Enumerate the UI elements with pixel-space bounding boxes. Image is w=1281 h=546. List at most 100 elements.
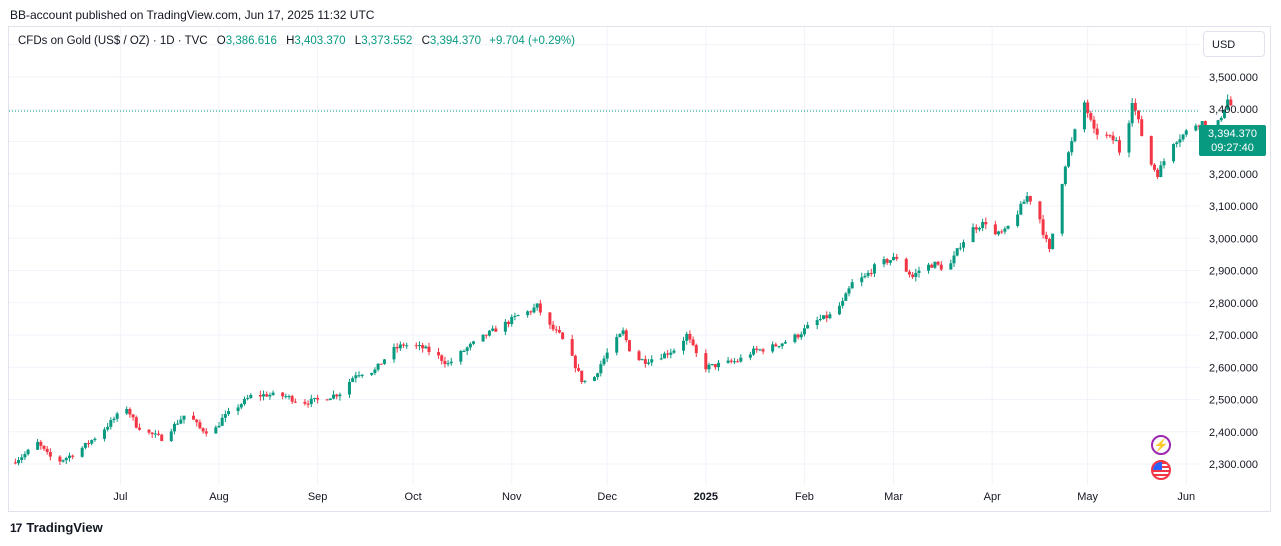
time-tick-label: Mar — [884, 491, 903, 503]
close-value: 3,394.370 — [429, 35, 482, 47]
candle-body — [150, 432, 154, 435]
low-value: 3,373.552 — [361, 35, 413, 47]
candle-body — [242, 398, 246, 405]
time-tick-label: Oct — [405, 491, 422, 503]
candle-body — [392, 346, 396, 360]
candle-body — [462, 351, 466, 353]
candle-body — [303, 401, 307, 404]
candle-body — [911, 274, 915, 277]
symbol-title[interactable]: CFDs on Gold (US$ / OZ) · 1D · TVC — [18, 35, 208, 47]
candle-body — [669, 352, 673, 355]
candle-body — [1044, 234, 1048, 239]
candle-body — [290, 396, 294, 402]
candle-body — [48, 451, 52, 457]
candle-body — [1152, 164, 1156, 170]
price-tick-label: 2,700.000 — [1209, 330, 1258, 342]
candle-body — [125, 409, 129, 414]
candle-body — [204, 431, 208, 434]
candle-body — [516, 315, 520, 317]
time-tick-label: 2025 — [694, 491, 718, 503]
last-price-value: 3,394.370 — [1208, 128, 1257, 140]
candle-body — [551, 324, 555, 330]
close-label: C — [421, 35, 430, 47]
time-tick-label: Jun — [1177, 491, 1195, 503]
candle-body — [748, 354, 752, 358]
candle-body — [1194, 125, 1198, 131]
candle-body — [236, 407, 240, 412]
flash-icon[interactable]: ⚡ — [1151, 435, 1171, 455]
candle-body — [997, 231, 1001, 235]
low-label: L — [354, 35, 362, 47]
candle-body — [640, 359, 644, 361]
candle-body — [83, 443, 87, 448]
candle-body — [1137, 110, 1141, 120]
price-tick-label: 3,100.000 — [1209, 201, 1258, 213]
candle-body — [1175, 142, 1179, 144]
candle-body — [866, 272, 870, 276]
candle-body — [532, 307, 536, 313]
candle-body — [192, 415, 196, 420]
candle-body — [20, 457, 24, 461]
candle-body — [513, 315, 517, 317]
candle-body — [659, 358, 663, 360]
candle-body — [510, 316, 514, 324]
candle-body — [1051, 233, 1055, 249]
candle-body — [799, 334, 803, 338]
candle-body — [643, 359, 647, 364]
candle-body — [373, 369, 377, 373]
candle-body — [850, 282, 854, 289]
time-axis: Jul Aug Sep Oct Nov Dec 2025 Feb Mar Apr May Jun — [113, 491, 1195, 503]
candle-body — [265, 394, 269, 397]
candle-body — [227, 411, 231, 415]
candle-body — [583, 380, 587, 382]
candle-body — [802, 328, 806, 335]
tradingview-logo[interactable]: 17 TradingView — [10, 520, 103, 535]
candle-body — [39, 441, 43, 446]
candle-layer — [13, 94, 1233, 466]
price-tick-label: 3,000.000 — [1209, 233, 1258, 245]
candle-body — [484, 334, 488, 336]
candle-body — [672, 350, 676, 353]
candle-body — [284, 396, 288, 398]
candle-body — [780, 343, 784, 347]
candle-body — [974, 227, 978, 230]
candle-body — [414, 345, 418, 347]
candle-body — [1063, 166, 1067, 185]
candle-body — [379, 363, 383, 365]
candle-body — [293, 401, 297, 403]
candle-body — [662, 353, 666, 359]
candle-body — [249, 394, 253, 399]
high-value: 3,403.370 — [294, 35, 346, 47]
candle-body — [421, 345, 425, 349]
candle-body — [71, 455, 75, 457]
candle-body — [529, 311, 533, 313]
candle-body — [42, 445, 46, 449]
candle-body — [332, 394, 336, 399]
candle-body — [958, 247, 962, 249]
candle-body — [592, 377, 596, 381]
candle-body — [1133, 102, 1137, 111]
candle-body — [26, 449, 30, 455]
candle-body — [904, 258, 908, 272]
candle-body — [538, 303, 542, 313]
candle-body — [376, 363, 380, 370]
candle-body — [220, 417, 224, 426]
candle-body — [90, 440, 94, 444]
price-tick-label: 2,800.000 — [1209, 298, 1258, 310]
candle-body — [1130, 102, 1134, 124]
candle-body — [688, 333, 692, 340]
candle-body — [106, 426, 110, 430]
candle-body — [993, 224, 997, 235]
candle-body — [526, 311, 530, 316]
candle-body — [1172, 143, 1176, 162]
candle-body — [1047, 238, 1051, 249]
us-flag-icon[interactable] — [1151, 460, 1171, 480]
candle-body — [557, 329, 561, 333]
candle-body — [1140, 119, 1144, 136]
candle-body — [1105, 134, 1109, 136]
currency-selector[interactable]: USD — [1203, 31, 1265, 57]
candle-body — [933, 261, 937, 268]
candle-body — [440, 355, 444, 361]
candle-body — [1162, 161, 1166, 166]
